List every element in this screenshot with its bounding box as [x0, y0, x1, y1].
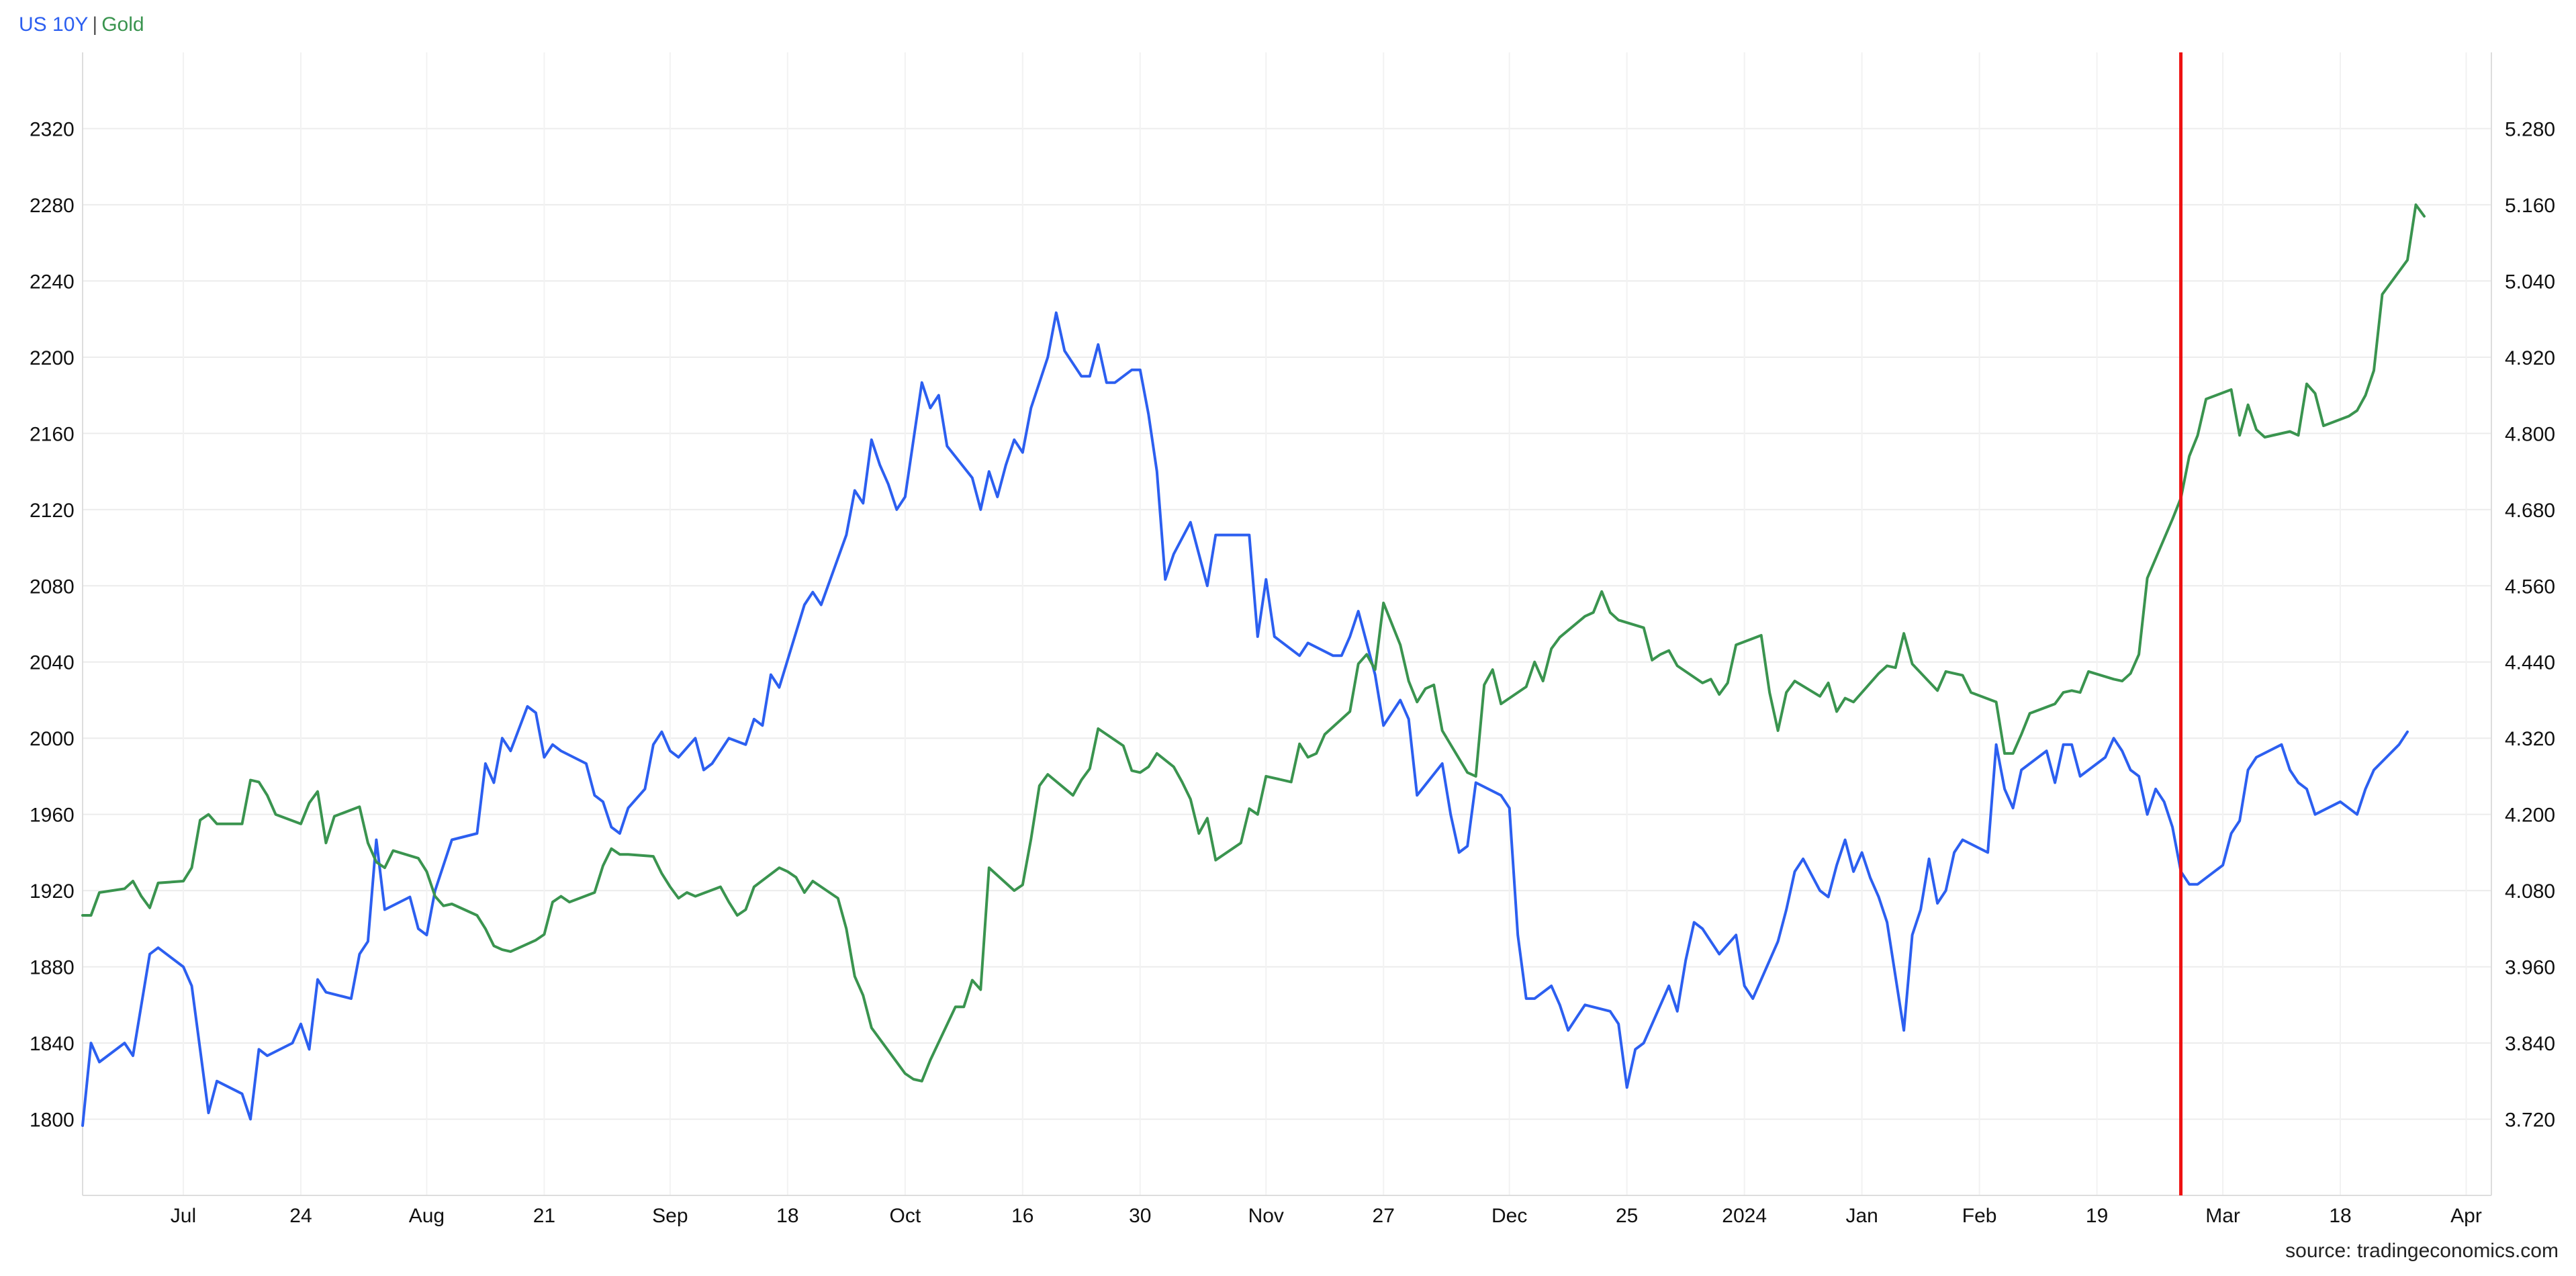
x-axis: Jul 24 Aug 21 Sep 18 Oct 16 30 Nov 27 Dec 25 2024 Jan F…: [171, 1205, 2482, 1227]
right-tick-label: 3.840: [2505, 1033, 2555, 1055]
x-tick-label: Feb: [1962, 1205, 1997, 1227]
left-tick-label: 2280: [30, 195, 75, 217]
x-tick-label: 24: [289, 1205, 312, 1227]
left-tick-label: 2320: [30, 118, 75, 140]
x-tick-label: 27: [1373, 1205, 1395, 1227]
chart-legend: US 10Y | Gold: [19, 13, 144, 36]
source-attribution[interactable]: source: tradingeconomics.com: [2285, 1240, 2559, 1262]
left-tick-label: 2080: [30, 576, 75, 598]
x-tick-label: 18: [776, 1205, 798, 1227]
left-tick-label: 1840: [30, 1033, 75, 1055]
left-tick-label: 1800: [30, 1109, 75, 1132]
left-tick-label: 2200: [30, 347, 75, 369]
right-tick-label: 4.920: [2505, 347, 2555, 369]
x-tick-label: Sep: [652, 1205, 688, 1227]
x-tick-label: Mar: [2205, 1205, 2240, 1227]
right-tick-label: 4.560: [2505, 576, 2555, 598]
x-tick-label: 2024: [1722, 1205, 1767, 1227]
right-tick-label: 4.440: [2505, 652, 2555, 674]
right-tick-label: 4.200: [2505, 805, 2555, 827]
left-tick-label: 2000: [30, 728, 75, 750]
x-tick-label: Oct: [889, 1205, 921, 1227]
right-tick-label: 4.800: [2505, 423, 2555, 445]
x-tick-label: 16: [1011, 1205, 1033, 1227]
right-tick-label: 5.280: [2505, 118, 2555, 140]
x-tick-label: 30: [1129, 1205, 1151, 1227]
x-tick-label: Jan: [1845, 1205, 1878, 1227]
left-tick-label: 2160: [30, 423, 75, 445]
right-tick-label: 3.960: [2505, 957, 2555, 979]
x-tick-label: 25: [1616, 1205, 1638, 1227]
plot-frame: [82, 52, 2492, 1196]
right-tick-label: 5.160: [2505, 195, 2555, 217]
right-tick-label: 4.680: [2505, 500, 2555, 522]
right-tick-label: 4.080: [2505, 880, 2555, 903]
x-tick-label: 21: [533, 1205, 555, 1227]
x-tick-label: Nov: [1248, 1205, 1284, 1227]
left-axis: 1800 1840 1880 1920 1960 2000 2040 2080 2120 2160…: [30, 118, 75, 1131]
left-tick-label: 2120: [30, 500, 75, 522]
right-tick-label: 3.720: [2505, 1109, 2555, 1132]
left-tick-label: 1880: [30, 957, 75, 979]
legend-separator: |: [92, 13, 98, 36]
right-tick-label: 4.320: [2505, 728, 2555, 750]
left-tick-label: 1920: [30, 880, 75, 903]
left-tick-label: 2240: [30, 271, 75, 293]
series-us10y-line: [81, 311, 2409, 1127]
left-tick-label: 2040: [30, 652, 75, 674]
right-axis: 3.720 3.840 3.960 4.080 4.200 4.320 4.440 4.560…: [2505, 118, 2555, 1131]
x-tick-label: Dec: [1491, 1205, 1527, 1227]
series-gold-line: [81, 203, 2426, 1083]
x-tick-label: 19: [2086, 1205, 2108, 1227]
grid: [83, 52, 2491, 1195]
x-tick-label: 18: [2329, 1205, 2351, 1227]
legend-gold[interactable]: Gold: [101, 13, 144, 36]
right-tick-label: 5.040: [2505, 271, 2555, 293]
legend-us10y[interactable]: US 10Y: [19, 13, 89, 36]
x-tick-label: Jul: [171, 1205, 196, 1227]
x-tick-label: Aug: [409, 1205, 445, 1227]
series-lines: [81, 203, 2426, 1127]
x-tick-label: Apr: [2450, 1205, 2482, 1227]
left-tick-label: 1960: [30, 805, 75, 827]
